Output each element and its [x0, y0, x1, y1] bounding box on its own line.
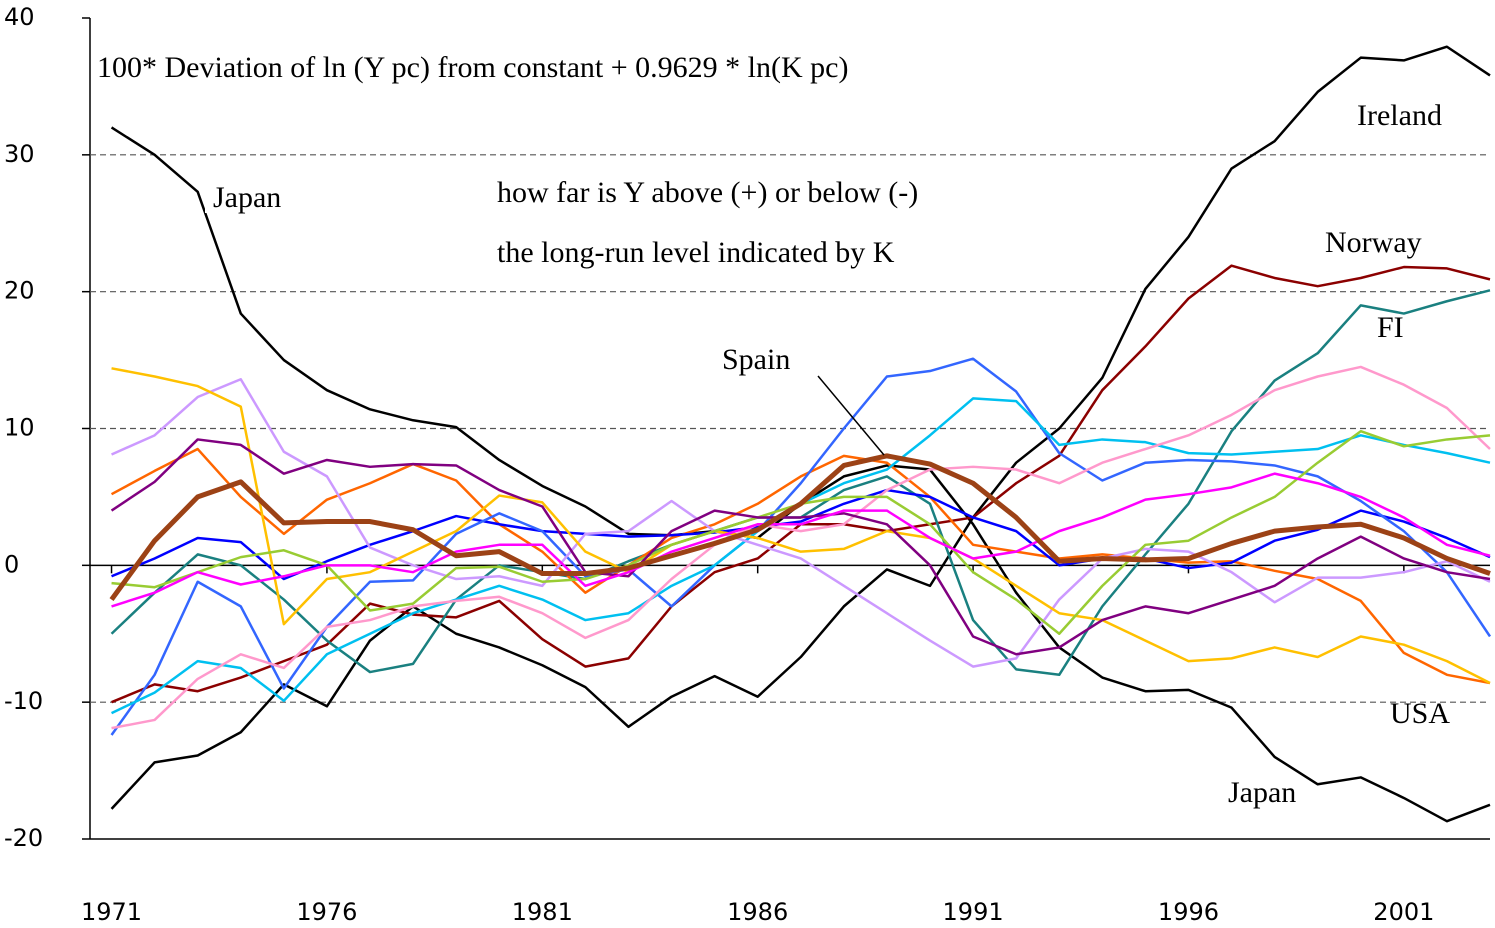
series-line [111, 377, 1491, 668]
subtitle: the long-run level indicated by K [497, 236, 895, 269]
annotation: Norway [1325, 226, 1422, 259]
series-line [110, 438, 1491, 656]
pointer [817, 375, 885, 456]
x-tick-label: 1996 [1158, 898, 1219, 926]
annotation: Spain [722, 343, 790, 376]
chart-title: 100* Deviation of ln (Y pc) from constan… [97, 51, 848, 84]
x-tick-label: 1976 [296, 898, 357, 926]
y-tick-label: -10 [4, 687, 43, 715]
series-line [110, 45, 1491, 810]
annotation: Japan [1228, 776, 1296, 809]
plot-area [82, 17, 1492, 840]
x-tick-label: 1971 [81, 898, 142, 926]
subtitle: how far is Y above (+) or below (-) [497, 176, 918, 209]
y-tick-label: 20 [4, 277, 35, 305]
annotation: Ireland [1357, 99, 1442, 132]
annotation: Japan [213, 181, 281, 214]
annotation: FI [1377, 311, 1404, 344]
y-tick-label: 0 [4, 550, 19, 578]
series-line [110, 447, 1491, 685]
y-tick-label: -20 [4, 824, 43, 852]
x-tick-label: 1981 [512, 898, 573, 926]
series-line [110, 357, 1492, 736]
y-tick-label: 10 [4, 414, 35, 442]
x-tick-label: 1986 [727, 898, 788, 926]
x-tick-label: 2001 [1373, 898, 1434, 926]
y-tick-label: 30 [4, 140, 35, 168]
label-bg [205, 183, 305, 213]
series-line [111, 397, 1491, 715]
series-line [111, 367, 1491, 685]
series-line [111, 365, 1491, 730]
x-tick-label: 1991 [943, 898, 1004, 926]
annotation: USA [1390, 697, 1450, 730]
series-line [111, 488, 1491, 581]
y-tick-label: 40 [4, 3, 35, 31]
series-line [109, 453, 1491, 602]
series-line [111, 472, 1491, 608]
